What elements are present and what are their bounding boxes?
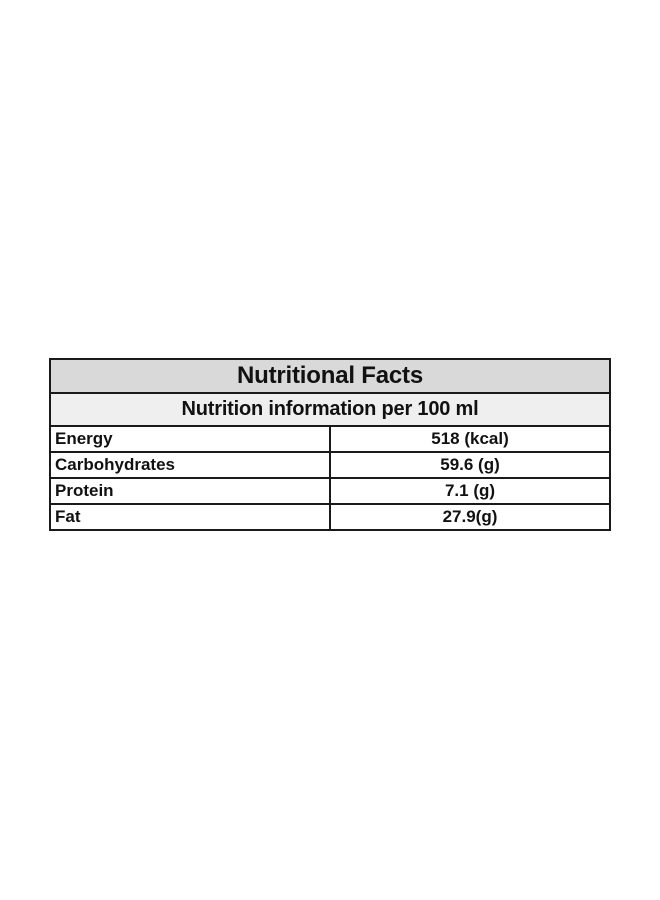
table-title: Nutritional Facts xyxy=(49,358,611,394)
title-row: Nutritional Facts xyxy=(49,358,611,394)
table-row: Fat 27.9(g) xyxy=(49,503,611,531)
nutrient-label: Fat xyxy=(49,503,331,531)
nutrient-label: Energy xyxy=(49,425,331,453)
nutrient-value: 59.6 (g) xyxy=(329,451,611,479)
nutrient-label: Carbohydrates xyxy=(49,451,331,479)
table-subtitle: Nutrition information per 100 ml xyxy=(49,392,611,427)
nutrient-label: Protein xyxy=(49,477,331,505)
table-row: Protein 7.1 (g) xyxy=(49,477,611,505)
table-row: Energy 518 (kcal) xyxy=(49,425,611,453)
nutrient-value: 27.9(g) xyxy=(329,503,611,531)
nutrient-value: 518 (kcal) xyxy=(329,425,611,453)
subtitle-row: Nutrition information per 100 ml xyxy=(49,392,611,427)
table-row: Carbohydrates 59.6 (g) xyxy=(49,451,611,479)
nutrient-value: 7.1 (g) xyxy=(329,477,611,505)
nutrition-facts-table: Nutritional Facts Nutrition information … xyxy=(49,358,611,531)
